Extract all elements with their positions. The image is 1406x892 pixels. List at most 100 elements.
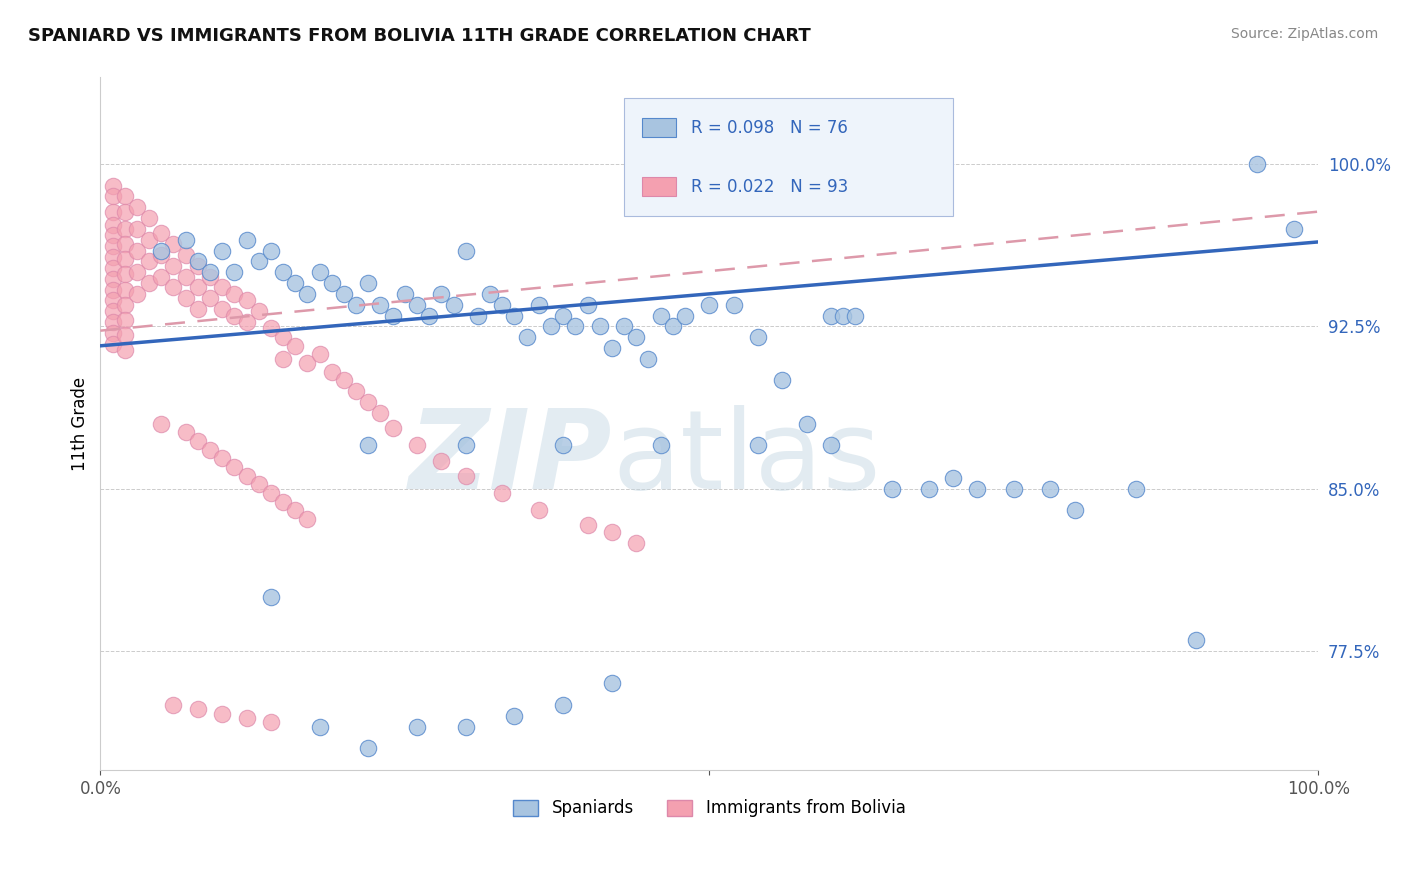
- Text: Source: ZipAtlas.com: Source: ZipAtlas.com: [1230, 27, 1378, 41]
- Point: [406, 298, 429, 312]
- Point: [553, 438, 575, 452]
- Point: [247, 477, 270, 491]
- Point: [370, 406, 392, 420]
- Point: [942, 471, 965, 485]
- Point: [271, 351, 294, 366]
- Point: [333, 373, 356, 387]
- Point: [101, 250, 124, 264]
- Point: [162, 280, 184, 294]
- Text: ZIP: ZIP: [408, 405, 612, 512]
- Point: [162, 237, 184, 252]
- Legend: Spaniards, Immigrants from Bolivia: Spaniards, Immigrants from Bolivia: [506, 793, 912, 824]
- Point: [503, 309, 526, 323]
- Point: [101, 315, 124, 329]
- Point: [673, 309, 696, 323]
- Point: [820, 309, 842, 323]
- Point: [491, 486, 513, 500]
- Point: [430, 286, 453, 301]
- Point: [101, 239, 124, 253]
- Point: [454, 720, 477, 734]
- Point: [235, 468, 257, 483]
- Point: [527, 298, 550, 312]
- Point: [138, 254, 160, 268]
- Text: R = 0.022   N = 93: R = 0.022 N = 93: [690, 178, 848, 195]
- Point: [187, 254, 209, 268]
- Point: [101, 178, 124, 193]
- Point: [150, 227, 173, 241]
- Text: R = 0.098   N = 76: R = 0.098 N = 76: [690, 119, 848, 136]
- Point: [235, 233, 257, 247]
- Point: [114, 343, 136, 358]
- Point: [406, 720, 429, 734]
- Point: [650, 309, 672, 323]
- Point: [187, 280, 209, 294]
- Point: [187, 434, 209, 448]
- Point: [880, 482, 903, 496]
- Point: [224, 460, 246, 475]
- Point: [430, 453, 453, 467]
- Point: [589, 319, 612, 334]
- Point: [271, 330, 294, 344]
- Point: [260, 321, 283, 335]
- Point: [224, 309, 246, 323]
- Point: [284, 339, 307, 353]
- Point: [454, 244, 477, 258]
- Point: [637, 351, 659, 366]
- Point: [284, 503, 307, 517]
- Point: [820, 438, 842, 452]
- Point: [114, 204, 136, 219]
- Point: [626, 535, 648, 549]
- Y-axis label: 11th Grade: 11th Grade: [72, 376, 89, 471]
- Point: [308, 347, 330, 361]
- Point: [333, 286, 356, 301]
- Point: [247, 304, 270, 318]
- Point: [211, 301, 233, 316]
- Point: [357, 395, 380, 409]
- Point: [150, 244, 173, 258]
- Point: [224, 265, 246, 279]
- Text: atlas: atlas: [612, 405, 880, 512]
- Point: [613, 319, 636, 334]
- Point: [308, 720, 330, 734]
- Point: [564, 319, 586, 334]
- Point: [224, 286, 246, 301]
- Point: [235, 315, 257, 329]
- Point: [370, 298, 392, 312]
- Point: [650, 438, 672, 452]
- Point: [101, 218, 124, 232]
- Point: [260, 244, 283, 258]
- Point: [540, 319, 562, 334]
- Point: [723, 298, 745, 312]
- Point: [576, 518, 599, 533]
- Point: [174, 425, 197, 440]
- Point: [114, 252, 136, 267]
- Point: [576, 298, 599, 312]
- Point: [101, 293, 124, 308]
- Point: [101, 283, 124, 297]
- Point: [406, 438, 429, 452]
- Point: [454, 468, 477, 483]
- Point: [344, 384, 367, 399]
- Point: [174, 291, 197, 305]
- Point: [114, 328, 136, 343]
- Point: [138, 233, 160, 247]
- Point: [357, 276, 380, 290]
- Point: [479, 286, 502, 301]
- Point: [600, 524, 623, 539]
- Point: [101, 336, 124, 351]
- Point: [150, 417, 173, 431]
- Point: [1282, 222, 1305, 236]
- Point: [297, 356, 319, 370]
- Point: [344, 298, 367, 312]
- Point: [101, 189, 124, 203]
- Point: [162, 698, 184, 712]
- Point: [844, 309, 866, 323]
- Point: [1063, 503, 1085, 517]
- Point: [600, 341, 623, 355]
- Point: [600, 676, 623, 690]
- Point: [101, 260, 124, 275]
- Point: [198, 442, 221, 457]
- Point: [271, 265, 294, 279]
- Bar: [643, 118, 676, 137]
- Point: [187, 259, 209, 273]
